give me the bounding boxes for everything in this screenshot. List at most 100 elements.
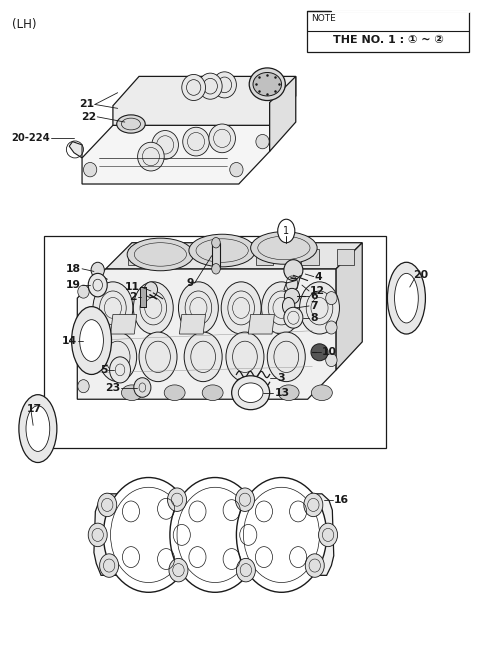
Polygon shape <box>69 141 82 158</box>
Ellipse shape <box>236 477 326 592</box>
Text: 16: 16 <box>334 495 349 506</box>
Ellipse shape <box>84 162 97 177</box>
Bar <box>256 250 274 265</box>
Text: THE NO. 1 : ① ~ ②: THE NO. 1 : ① ~ ② <box>333 35 443 45</box>
Ellipse shape <box>139 332 177 382</box>
Ellipse shape <box>284 259 303 280</box>
Ellipse shape <box>256 134 269 149</box>
Ellipse shape <box>395 273 418 323</box>
Bar <box>128 250 145 265</box>
Ellipse shape <box>202 385 223 401</box>
Polygon shape <box>113 77 296 125</box>
Ellipse shape <box>88 523 107 547</box>
Ellipse shape <box>236 558 255 582</box>
Text: 4: 4 <box>315 272 323 282</box>
Text: NOTE: NOTE <box>312 14 336 24</box>
Ellipse shape <box>284 307 303 328</box>
Text: 21: 21 <box>79 100 94 109</box>
Text: 1: 1 <box>283 226 289 236</box>
Ellipse shape <box>109 357 131 383</box>
Ellipse shape <box>311 344 328 361</box>
Ellipse shape <box>305 554 324 577</box>
Text: 7: 7 <box>310 301 318 311</box>
Ellipse shape <box>98 493 117 517</box>
Ellipse shape <box>184 332 222 382</box>
Ellipse shape <box>387 262 425 334</box>
Ellipse shape <box>287 312 291 321</box>
Ellipse shape <box>226 332 264 382</box>
Ellipse shape <box>144 282 157 297</box>
Ellipse shape <box>209 124 236 153</box>
Ellipse shape <box>99 332 137 382</box>
Ellipse shape <box>278 385 299 401</box>
Ellipse shape <box>221 282 261 334</box>
Ellipse shape <box>312 385 332 401</box>
Text: 20: 20 <box>413 271 428 280</box>
Ellipse shape <box>26 405 50 451</box>
Ellipse shape <box>93 282 133 334</box>
Ellipse shape <box>251 232 317 264</box>
Ellipse shape <box>319 523 337 547</box>
Text: 18: 18 <box>66 264 81 274</box>
Ellipse shape <box>78 347 89 360</box>
Ellipse shape <box>88 273 107 297</box>
Ellipse shape <box>78 285 89 298</box>
Ellipse shape <box>78 380 89 393</box>
Ellipse shape <box>236 488 254 512</box>
Ellipse shape <box>182 75 205 100</box>
Text: 20-224: 20-224 <box>12 134 50 143</box>
Ellipse shape <box>253 73 281 96</box>
Text: 22: 22 <box>81 112 96 122</box>
Polygon shape <box>77 269 336 400</box>
Ellipse shape <box>91 262 104 278</box>
Ellipse shape <box>213 72 236 98</box>
Ellipse shape <box>300 282 339 334</box>
Text: 10: 10 <box>322 347 337 357</box>
Text: 17: 17 <box>26 404 42 414</box>
Ellipse shape <box>267 332 305 382</box>
Ellipse shape <box>183 127 209 156</box>
Ellipse shape <box>304 493 323 517</box>
Polygon shape <box>110 314 137 334</box>
Polygon shape <box>180 314 205 334</box>
Circle shape <box>278 219 295 243</box>
Text: (LH): (LH) <box>12 18 37 31</box>
Ellipse shape <box>80 320 103 362</box>
Bar <box>307 11 469 52</box>
Ellipse shape <box>72 307 111 375</box>
Ellipse shape <box>134 378 151 398</box>
Text: 23: 23 <box>105 383 120 392</box>
Ellipse shape <box>284 288 300 304</box>
Ellipse shape <box>100 554 119 577</box>
Ellipse shape <box>249 68 285 100</box>
Ellipse shape <box>103 477 193 592</box>
Ellipse shape <box>326 354 337 367</box>
Ellipse shape <box>232 376 270 409</box>
Ellipse shape <box>326 321 337 334</box>
Ellipse shape <box>230 162 243 177</box>
Bar <box>141 287 146 307</box>
Polygon shape <box>106 243 362 269</box>
Ellipse shape <box>212 238 220 248</box>
Ellipse shape <box>19 395 57 462</box>
Text: 8: 8 <box>310 312 317 323</box>
Ellipse shape <box>117 115 145 133</box>
Polygon shape <box>94 494 334 575</box>
Bar <box>301 250 319 265</box>
Text: 3: 3 <box>277 373 284 383</box>
Ellipse shape <box>121 385 143 401</box>
Text: 9: 9 <box>186 278 193 288</box>
Bar <box>211 250 228 265</box>
Ellipse shape <box>189 234 255 267</box>
Ellipse shape <box>164 385 185 401</box>
Ellipse shape <box>262 282 301 334</box>
Ellipse shape <box>152 130 179 159</box>
Text: 19: 19 <box>66 280 81 290</box>
Ellipse shape <box>169 558 188 582</box>
Ellipse shape <box>179 282 218 334</box>
Text: 12: 12 <box>310 286 325 296</box>
Ellipse shape <box>282 297 295 314</box>
Ellipse shape <box>78 314 89 328</box>
Polygon shape <box>248 314 275 334</box>
Text: 5: 5 <box>100 365 107 375</box>
